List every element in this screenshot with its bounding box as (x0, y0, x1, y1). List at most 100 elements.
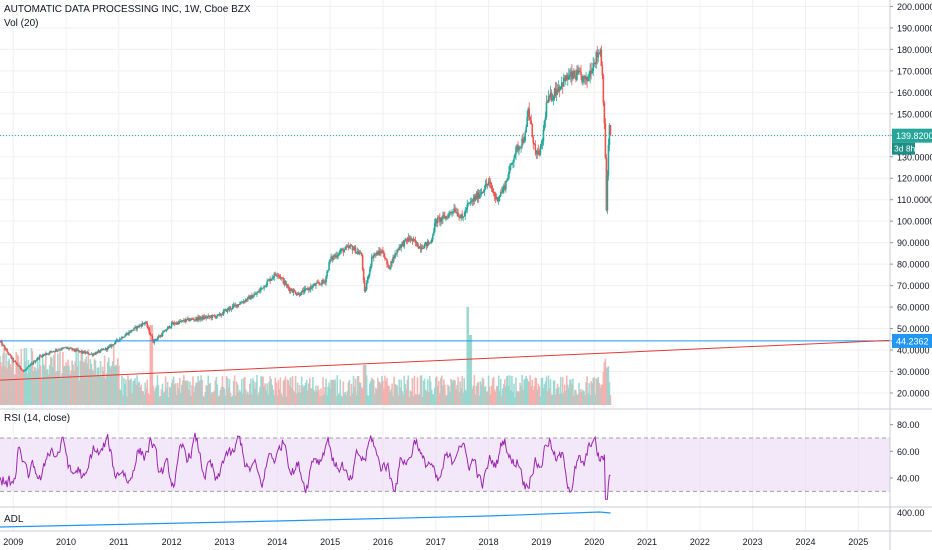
candle-body (63, 347, 65, 349)
volume-bar (586, 376, 588, 405)
volume-bar (439, 393, 441, 405)
volume-bar (30, 347, 33, 405)
candle-body (263, 285, 265, 289)
candle-body (347, 246, 350, 248)
price-axis-label: 120.0000 (897, 174, 932, 184)
candle-body (65, 347, 67, 349)
candle-body (466, 204, 469, 210)
volume-bar (574, 389, 576, 405)
volume-bar (420, 375, 423, 405)
volume-bar (397, 395, 399, 405)
volume-legend[interactable]: Vol (20) (4, 18, 39, 29)
volume-bar (541, 377, 544, 405)
volume-bar (203, 396, 205, 405)
candle-body (181, 320, 183, 322)
candle-body (175, 322, 178, 324)
volume-bar (293, 392, 296, 405)
candle-body (529, 116, 532, 121)
volume-bar (381, 376, 383, 405)
volume-bar (345, 395, 348, 405)
volume-bar (247, 391, 249, 405)
candle-body (429, 242, 432, 243)
candle-body (29, 364, 32, 366)
candle-body (169, 326, 172, 328)
candle-body (374, 254, 376, 256)
volume-bar (63, 366, 65, 405)
rsi-legend[interactable]: RSI (14, close) (4, 413, 71, 424)
candle-body (360, 252, 363, 256)
time-axis[interactable]: 2009 2010 2011 2012 2013 2014 2015 2016 2017 2018… (3, 537, 868, 547)
candle-body (567, 78, 569, 80)
candle-body (236, 304, 239, 307)
candle-body (499, 191, 502, 196)
volume-bar (55, 371, 57, 405)
volume-bar (565, 375, 568, 405)
volume-bar (124, 384, 126, 405)
volume-bar (476, 383, 479, 405)
volume-bar (522, 389, 524, 405)
volume-bar (558, 394, 561, 405)
price-axis-label: 190.0000 (897, 23, 932, 33)
countdown-badge (892, 142, 915, 155)
volume-bar (259, 386, 261, 405)
volume-bar (601, 384, 604, 405)
volume-bar (539, 396, 542, 405)
volume-bar (180, 393, 182, 405)
candle-body (494, 196, 497, 199)
volume-bar (363, 365, 366, 405)
candle-body (227, 308, 230, 310)
candle-body (35, 359, 38, 361)
candle-body (455, 212, 457, 213)
candle-body (480, 192, 483, 194)
candle-body (239, 302, 242, 305)
volume-bar (582, 389, 584, 405)
candle-body (428, 242, 431, 244)
volume-bar (369, 380, 372, 405)
candle-body (253, 295, 255, 297)
candle-body (46, 353, 49, 355)
candle-body (424, 242, 427, 245)
candle-body (304, 288, 307, 290)
volume-bar (57, 353, 59, 405)
candle-body (238, 304, 241, 305)
candle-body (100, 349, 103, 351)
candle-body (62, 347, 64, 349)
price-axis[interactable]: 20.0000 30.0000 40.0000 50.0000 60.0000 70.00… (890, 2, 932, 518)
candle-body (411, 238, 414, 242)
volume-bar (440, 377, 442, 405)
volume-bar (366, 395, 369, 405)
candle-body (174, 323, 177, 325)
volume-bar (529, 375, 532, 405)
trend-line (0, 339, 891, 381)
price-axis-label: 80.0000 (897, 260, 930, 270)
candle-body (572, 71, 574, 79)
candle-body (537, 150, 540, 152)
candle-body (436, 217, 439, 224)
volume-bar (281, 396, 284, 405)
candle-body (241, 302, 244, 304)
candle-body (471, 200, 474, 202)
candle-body (557, 86, 560, 92)
volume-bar (4, 366, 6, 405)
candle-body (131, 330, 133, 331)
volume-bar (175, 394, 178, 405)
volume-bar (229, 392, 232, 405)
volume-bar (492, 376, 495, 405)
volume-bar (22, 369, 25, 405)
candle-body (266, 281, 268, 286)
candle-body (261, 287, 263, 289)
candle-body (493, 193, 496, 197)
adl-legend[interactable]: ADL (4, 514, 24, 525)
volume-bar (117, 358, 119, 405)
volume-bar (511, 375, 513, 405)
candle-body (133, 327, 135, 330)
candle-body (417, 246, 420, 249)
volume-bar (235, 381, 238, 405)
volume-bar (445, 395, 447, 405)
candle-body (136, 326, 138, 330)
adl-axis-label: 400.00 (897, 508, 925, 518)
volume-bar (170, 382, 173, 405)
candle-body (80, 351, 83, 353)
volume-bar (69, 374, 71, 405)
